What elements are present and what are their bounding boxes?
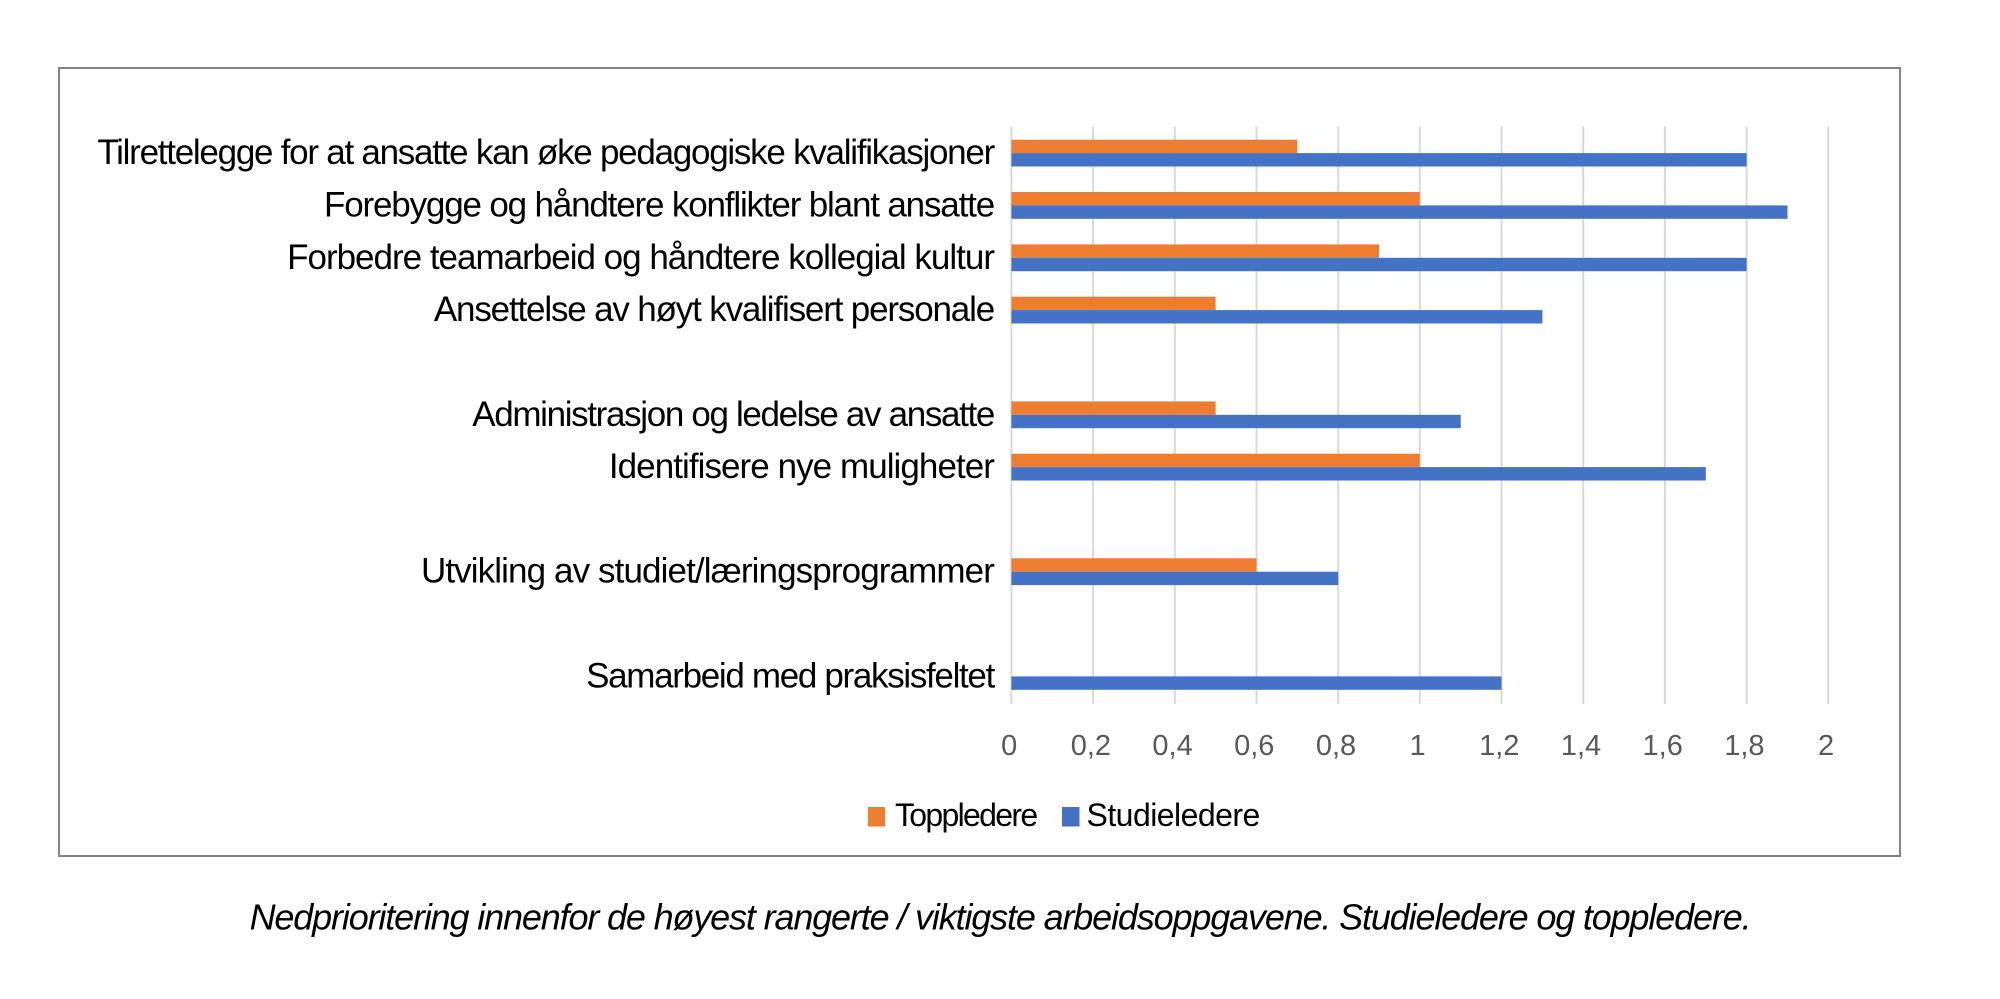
svg-text:Identifisere nye muligheter: Identifisere nye muligheter bbox=[609, 447, 995, 486]
svg-text:0: 0 bbox=[1001, 730, 1017, 762]
svg-text:Forbedre teamarbeid og håndter: Forbedre teamarbeid og håndtere kollegia… bbox=[287, 238, 995, 277]
svg-text:Forebygge og håndtere konflikt: Forebygge og håndtere konflikter blant a… bbox=[324, 185, 994, 224]
svg-text:1,2: 1,2 bbox=[1479, 730, 1519, 762]
svg-text:1: 1 bbox=[1410, 730, 1426, 762]
svg-text:1,8: 1,8 bbox=[1724, 730, 1764, 762]
svg-text:Studieledere: Studieledere bbox=[1087, 797, 1260, 833]
svg-text:0,4: 0,4 bbox=[1152, 730, 1192, 762]
svg-text:0,2: 0,2 bbox=[1071, 730, 1111, 762]
svg-text:0,6: 0,6 bbox=[1234, 730, 1274, 762]
svg-text:Nedprioritering innenfor de hø: Nedprioritering innenfor de høyest range… bbox=[250, 897, 1751, 938]
svg-text:2: 2 bbox=[1818, 730, 1834, 762]
svg-text:Ansettelse av høyt kvalifisert: Ansettelse av høyt kvalifisert personale bbox=[434, 290, 994, 329]
svg-text:Utvikling av studiet/læringspr: Utvikling av studiet/læringsprogrammer bbox=[421, 552, 995, 591]
svg-text:Administrasjon og ledelse av a: Administrasjon og ledelse av ansatte bbox=[472, 395, 994, 434]
svg-text:1,6: 1,6 bbox=[1643, 730, 1683, 762]
svg-text:Tilrettelegge for at ansatte k: Tilrettelegge for at ansatte kan øke ped… bbox=[97, 133, 995, 172]
svg-text:Toppledere: Toppledere bbox=[895, 797, 1037, 833]
svg-text:Samarbeid med praksisfeltet: Samarbeid med praksisfeltet bbox=[586, 656, 995, 695]
svg-text:1,4: 1,4 bbox=[1561, 730, 1601, 762]
svg-text:0,8: 0,8 bbox=[1316, 730, 1356, 762]
